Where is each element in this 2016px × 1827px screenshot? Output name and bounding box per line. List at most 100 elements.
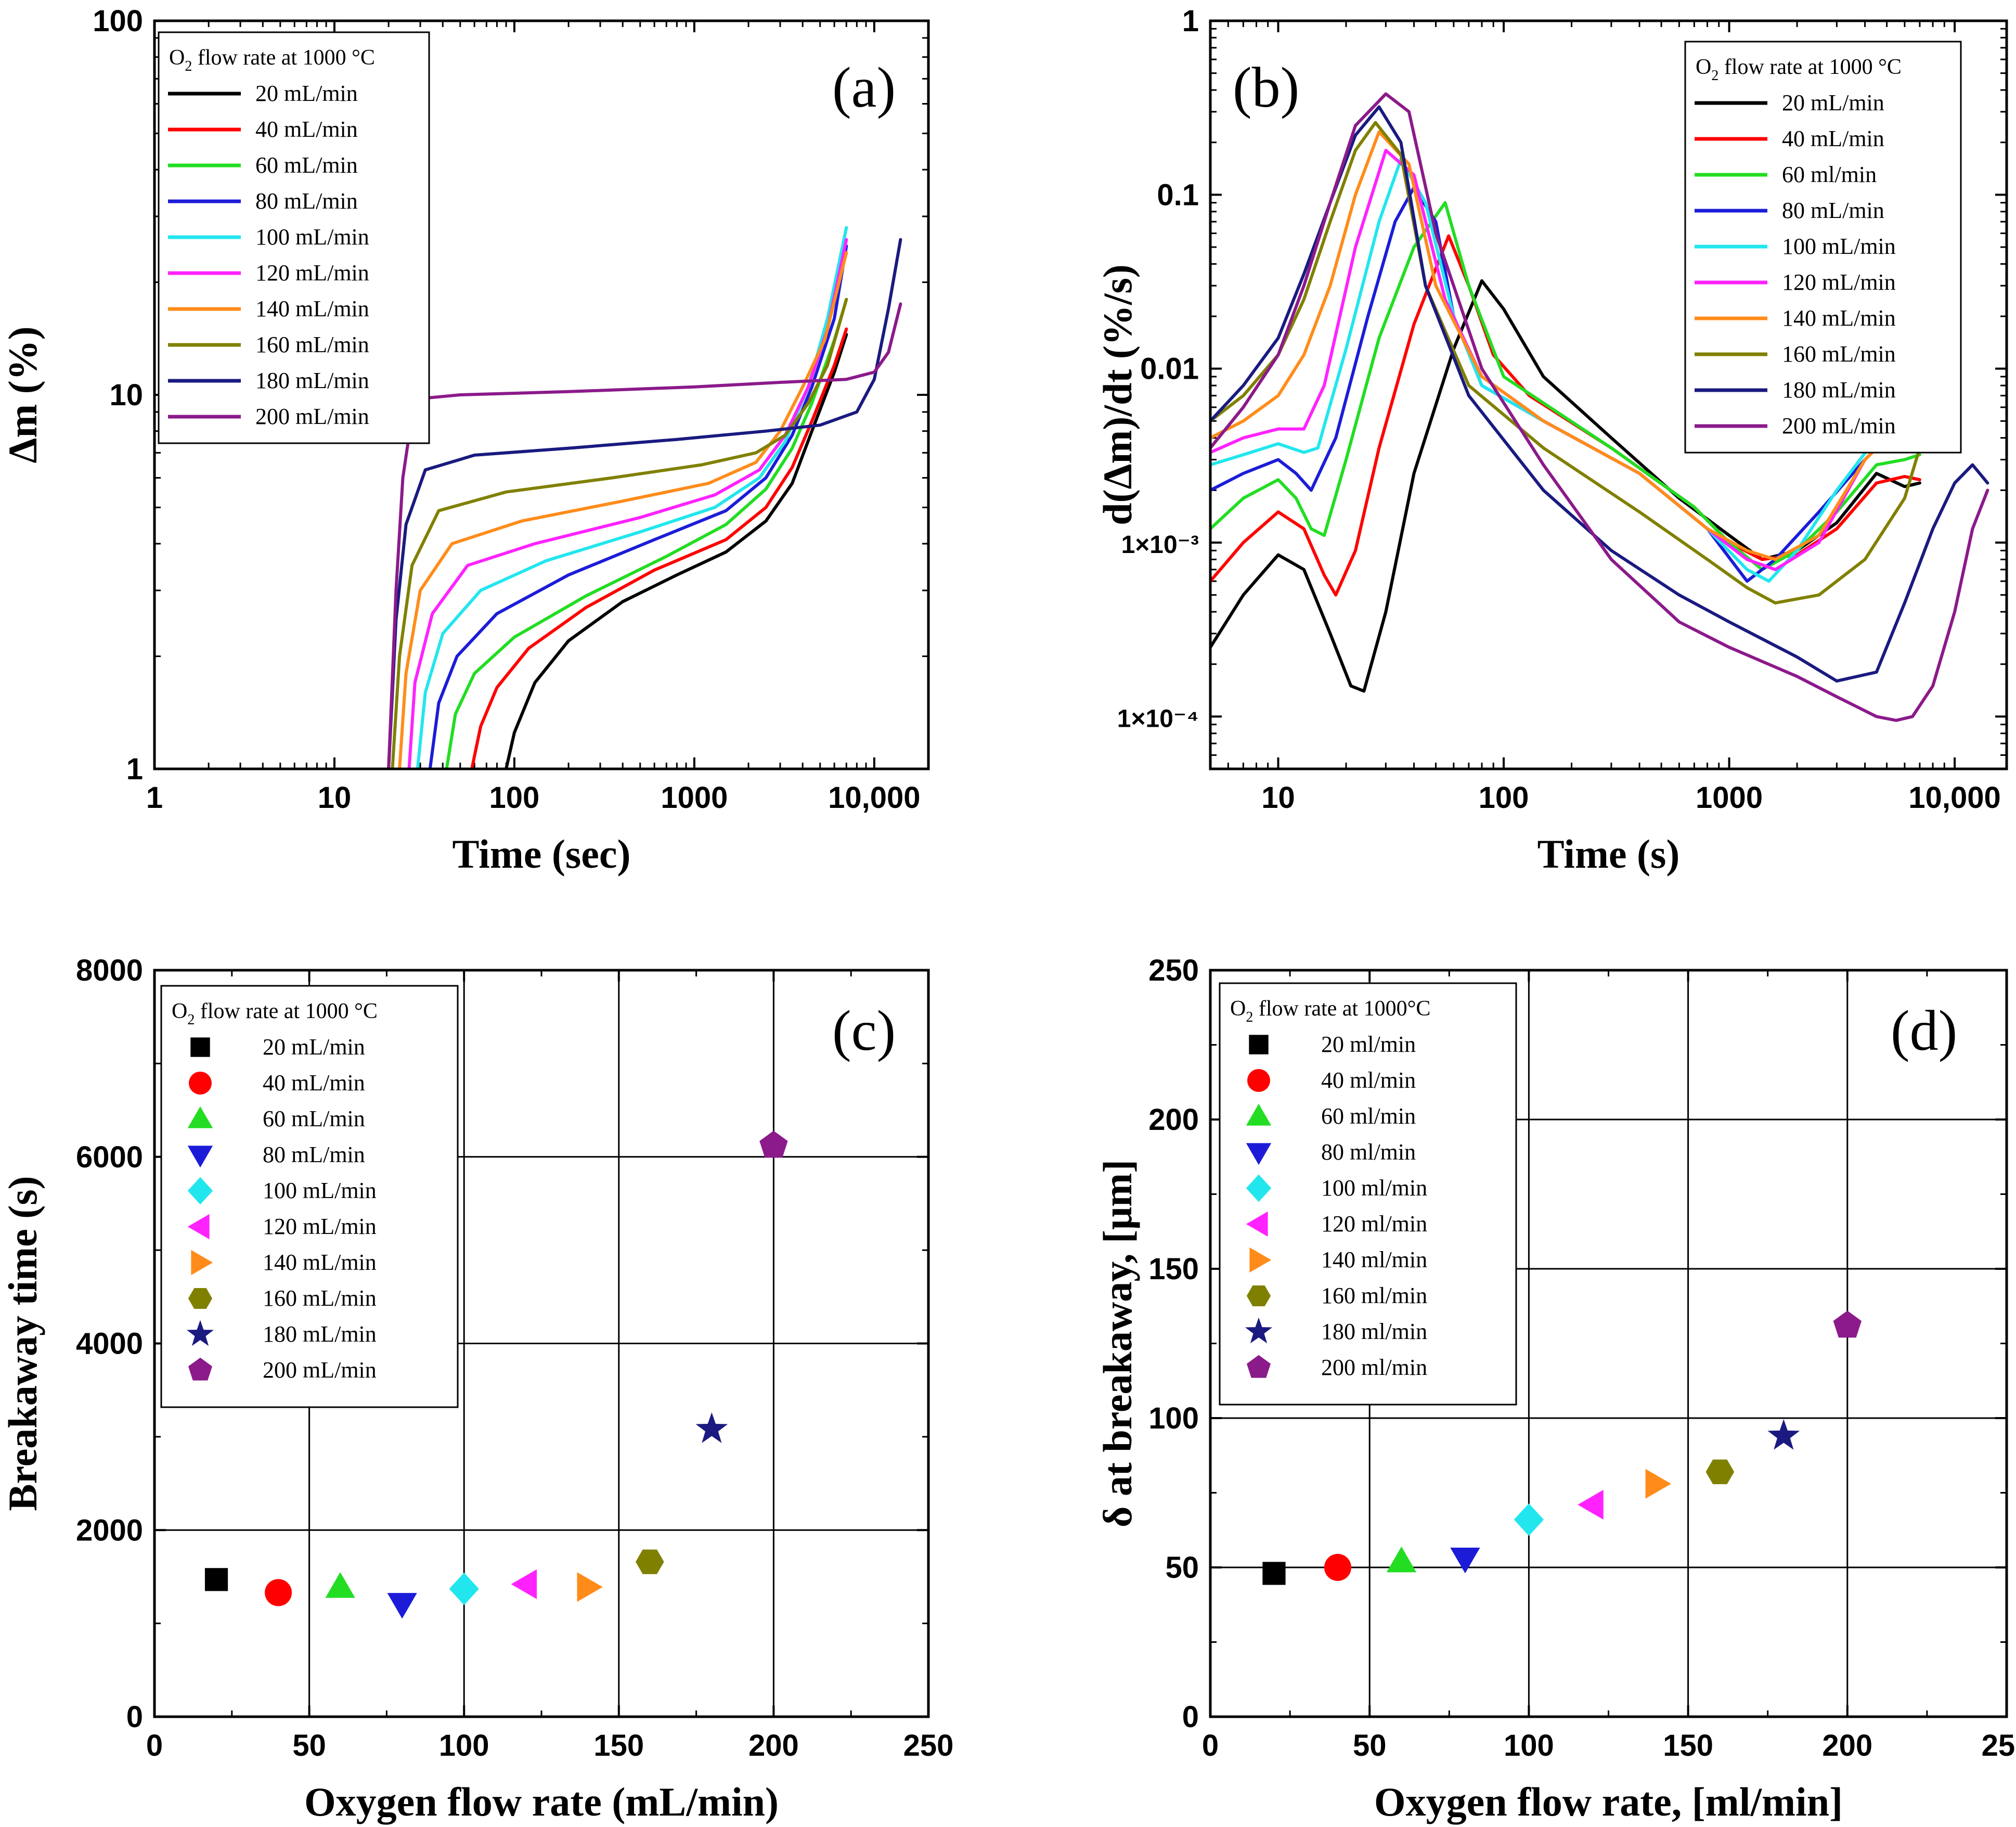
legend-label-3: 60 mL/min bbox=[263, 1106, 365, 1131]
legend-label-5: 100 mL/min bbox=[1782, 234, 1896, 259]
plot-area-b bbox=[1210, 92, 1989, 722]
y-tick-label: 1×10⁻³ bbox=[1121, 531, 1199, 559]
y-tick-label: 0.1 bbox=[1157, 178, 1199, 212]
x-tick-label: 0 bbox=[146, 1729, 163, 1762]
data-point-20 bbox=[204, 1568, 228, 1591]
data-point-200 bbox=[759, 1130, 788, 1158]
panel-label-c: (c) bbox=[832, 999, 896, 1062]
x-axis-title: Oxygen flow rate (mL/min) bbox=[304, 1779, 779, 1824]
x-tick-label: 1 bbox=[146, 781, 163, 815]
y-tick-label: 1 bbox=[126, 752, 143, 786]
legend-label-2: 40 ml/min bbox=[1321, 1067, 1416, 1093]
legend-marker-6 bbox=[187, 1214, 210, 1240]
legend-label-5: 100 mL/min bbox=[255, 224, 369, 250]
x-tick-label: 200 bbox=[748, 1729, 799, 1762]
legend-label-7: 140 mL/min bbox=[255, 296, 369, 321]
data-point-80 bbox=[1450, 1547, 1480, 1574]
panel-label-a: (a) bbox=[832, 56, 896, 119]
data-point-160 bbox=[1705, 1459, 1735, 1484]
y-tick-label: 1×10⁻⁴ bbox=[1117, 705, 1199, 732]
y-tick-label: 6000 bbox=[76, 1140, 143, 1174]
panel-c: 0 50 100 150 200 250 0 2000 4000 6000 8000 O2 flow … bbox=[0, 954, 953, 1824]
legend-label-5: 100 ml/min bbox=[1321, 1175, 1427, 1201]
y-tick-label: 0 bbox=[1182, 1700, 1199, 1734]
legend-label-1: 20 ml/min bbox=[1321, 1032, 1416, 1057]
legend-marker-10 bbox=[1246, 1355, 1271, 1378]
legend-label-9: 180 mL/min bbox=[1782, 377, 1896, 403]
legend-label-7: 140 mL/min bbox=[263, 1250, 377, 1275]
legend-marker-10 bbox=[188, 1357, 213, 1381]
data-point-20 bbox=[1262, 1562, 1286, 1585]
series-line-120 bbox=[407, 238, 848, 769]
legend-marker-8 bbox=[188, 1288, 213, 1309]
data-point-200 bbox=[1833, 1310, 1862, 1338]
legend-b: O2 flow rate at 1000 °C 20 mL/min 40 mL/mi… bbox=[1684, 41, 1962, 454]
legend-label-4: 80 mL/min bbox=[255, 188, 358, 214]
panel-a: 1 10 100 1000 10,000 1 10 100 O2 flow rate at 10… bbox=[0, 4, 930, 877]
legend-label-10: 200 ml/min bbox=[1321, 1355, 1427, 1380]
series-line-200 bbox=[387, 302, 902, 769]
legend-label-4: 80 mL/min bbox=[1782, 198, 1884, 223]
legend-label-8: 160 mL/min bbox=[1782, 341, 1896, 367]
y-axis-title: Δm (%) bbox=[0, 326, 45, 463]
axes-frame bbox=[153, 19, 930, 770]
x-tick-label: 10,000 bbox=[828, 781, 920, 815]
series-line-40 bbox=[470, 327, 848, 769]
x-tick-label: 10 bbox=[318, 781, 352, 815]
y-tick-label: 200 bbox=[1148, 1103, 1199, 1137]
x-tick-label: 1000 bbox=[661, 781, 728, 815]
x-tick-label: 100 bbox=[1479, 781, 1529, 815]
legend-title: O2 flow rate at 1000°C bbox=[1230, 997, 1430, 1025]
y-tick-label: 150 bbox=[1148, 1252, 1199, 1286]
data-point-40 bbox=[1324, 1554, 1351, 1581]
legend-marker-3 bbox=[187, 1106, 213, 1128]
legend-label-9: 180 mL/min bbox=[255, 368, 369, 393]
data-point-140 bbox=[1645, 1469, 1671, 1499]
y-tick-label: 100 bbox=[1148, 1401, 1199, 1435]
legend-marker-9 bbox=[186, 1320, 214, 1346]
panel-label-b: (b) bbox=[1233, 56, 1299, 119]
y-tick-label: 100 bbox=[93, 4, 143, 38]
x-tick-label: 250 bbox=[1982, 1729, 2016, 1762]
legend-label-9: 180 mL/min bbox=[263, 1321, 377, 1347]
x-tick-label: 10,000 bbox=[1908, 781, 2000, 815]
legend-marker-5 bbox=[1246, 1174, 1272, 1202]
x-tick-label: 50 bbox=[292, 1729, 326, 1762]
x-tick-label: 150 bbox=[1663, 1729, 1713, 1762]
panel-label-d: (d) bbox=[1891, 999, 1957, 1062]
series-line-200 bbox=[1210, 92, 1989, 722]
legend-label-6: 120 mL/min bbox=[255, 260, 369, 286]
x-tick-label: 1000 bbox=[1696, 781, 1763, 815]
x-axis-title: Time (s) bbox=[1537, 831, 1680, 877]
x-tick-label: 10 bbox=[1261, 781, 1295, 815]
series-line-140 bbox=[1210, 130, 1921, 561]
y-tick-label: 250 bbox=[1148, 954, 1199, 987]
series-line-180 bbox=[1210, 105, 1989, 683]
legend-label-8: 160 mL/min bbox=[263, 1285, 377, 1311]
series-line-160 bbox=[391, 298, 848, 769]
legend-marker-4 bbox=[1246, 1143, 1272, 1165]
legend-marker-3 bbox=[1246, 1103, 1272, 1126]
legend-label-3: 60 ml/min bbox=[1321, 1103, 1416, 1129]
data-point-40 bbox=[265, 1579, 292, 1606]
legend-label-4: 80 ml/min bbox=[1321, 1139, 1416, 1165]
legend-label-2: 40 mL/min bbox=[255, 117, 358, 142]
plot-area-a bbox=[387, 226, 902, 769]
axes-frame bbox=[1209, 969, 2008, 1718]
x-tick-label: 100 bbox=[1504, 1729, 1554, 1762]
legend-label-1: 20 mL/min bbox=[255, 81, 358, 106]
data-point-80 bbox=[387, 1593, 417, 1619]
legend-label-3: 60 mL/min bbox=[255, 152, 358, 178]
legend-title: O2 flow rate at 1000 °C bbox=[1696, 55, 1902, 84]
x-tick-label: 200 bbox=[1822, 1729, 1872, 1762]
legend-label-1: 20 mL/min bbox=[1782, 90, 1884, 115]
legend-marker-5 bbox=[187, 1177, 213, 1205]
legend-marker-6 bbox=[1246, 1211, 1268, 1237]
legend-label-10: 200 mL/min bbox=[255, 404, 369, 429]
legend-marker-2 bbox=[189, 1072, 212, 1095]
data-point-120 bbox=[511, 1569, 537, 1599]
data-point-180 bbox=[695, 1412, 728, 1443]
series-line-20 bbox=[505, 333, 848, 769]
data-point-120 bbox=[1578, 1489, 1604, 1520]
